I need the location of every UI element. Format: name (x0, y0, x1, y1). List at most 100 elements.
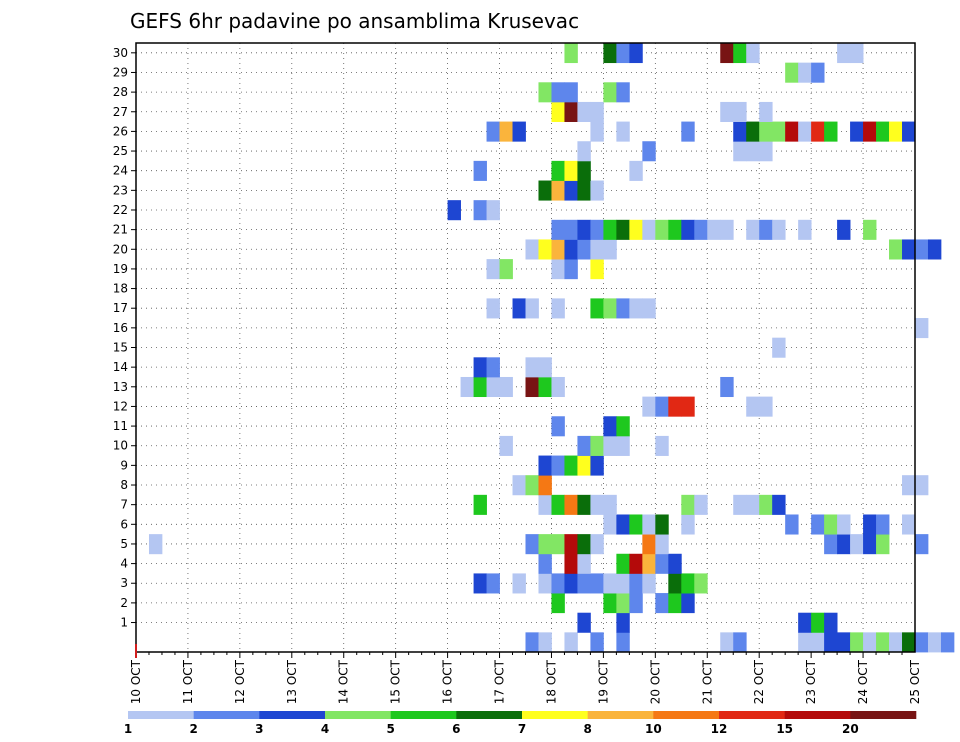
legend-swatch (850, 711, 917, 719)
x-tick-label: 16 OCT (441, 659, 455, 704)
heatmap-cell (811, 121, 825, 142)
heatmap-cell (824, 534, 838, 555)
heatmap-cell (603, 298, 617, 319)
heatmap-cell (798, 612, 812, 633)
heatmap-cell (603, 494, 617, 515)
heatmap-cell (577, 455, 591, 476)
heatmap-cell (577, 141, 591, 162)
heatmap-cell (837, 514, 851, 535)
heatmap-cell (629, 553, 643, 574)
heatmap-cell (629, 160, 643, 181)
heatmap-cell (681, 573, 695, 594)
heatmap-cell (772, 337, 786, 358)
x-tick-label: 24 OCT (856, 659, 870, 704)
heatmap-cell (915, 632, 929, 653)
heatmap-cell (655, 534, 669, 555)
heatmap-cell (681, 396, 695, 417)
heatmap-cell (655, 514, 669, 535)
heatmap-cell (629, 573, 643, 594)
heatmap-cell (486, 357, 500, 378)
y-tick-label: 27 (113, 105, 128, 119)
x-tick-label: 17 OCT (493, 659, 507, 704)
x-tick-label: 23 OCT (804, 659, 818, 704)
heatmap-cell (733, 632, 747, 653)
heatmap-cell (811, 612, 825, 633)
heatmap-cell (564, 494, 578, 515)
heatmap-cell (863, 514, 877, 535)
heatmap-cell (629, 514, 643, 535)
heatmap-cell (876, 121, 890, 142)
heatmap-cell (655, 396, 669, 417)
heatmap-cell (720, 632, 734, 653)
heatmap-cell (655, 435, 669, 456)
legend-label: 1 (124, 722, 132, 736)
heatmap-cell (603, 435, 617, 456)
heatmap-cell (746, 396, 760, 417)
legend-label: 15 (776, 722, 793, 736)
x-tick-label: 12 OCT (233, 659, 247, 704)
heatmap-cell (538, 475, 552, 496)
heatmap-cell (564, 160, 578, 181)
y-tick-label: 4 (120, 557, 128, 571)
heatmap-cell (460, 376, 474, 398)
heatmap-cell (551, 160, 565, 181)
heatmap-cell (590, 121, 604, 142)
heatmap-cell (915, 318, 929, 339)
x-tick-label: 19 OCT (596, 659, 610, 704)
heatmap-cell (850, 534, 864, 555)
heatmap-cell (772, 121, 786, 142)
heatmap-cell (642, 553, 656, 574)
heatmap-cell (499, 121, 513, 142)
heatmap-cell (551, 534, 565, 555)
heatmap-cell (616, 416, 630, 437)
legend-label: 20 (842, 722, 859, 736)
heatmap-cell (642, 298, 656, 319)
heatmap-cell (759, 494, 773, 515)
heatmap-cell (590, 239, 604, 260)
heatmap-cell (551, 455, 565, 476)
heatmap-cell (577, 101, 591, 122)
heatmap-cell (863, 219, 877, 240)
heatmap-cell (499, 376, 513, 398)
heatmap-cell (564, 553, 578, 574)
y-tick-label: 9 (120, 458, 128, 472)
heatmap-cell (551, 494, 565, 515)
heatmap-cell (915, 534, 929, 555)
heatmap-cell (577, 612, 591, 633)
heatmap-cell (850, 121, 864, 142)
heatmap-cell (551, 101, 565, 122)
legend-label: 6 (452, 722, 460, 736)
heatmap-cell (148, 534, 163, 555)
heatmap-cell (616, 82, 630, 103)
y-tick-label: 28 (113, 85, 128, 99)
heatmap-cell (616, 121, 630, 142)
legend-swatch (653, 711, 720, 719)
heatmap-cell (837, 219, 851, 240)
heatmap-cell (590, 455, 604, 476)
heatmap-cell (473, 573, 487, 594)
y-tick-label: 18 (113, 282, 128, 296)
heatmap-cell (486, 376, 500, 398)
heatmap-cell (759, 121, 773, 142)
heatmap-cell (798, 632, 812, 653)
heatmap-cell (681, 121, 695, 142)
heatmap-cell (720, 376, 734, 398)
heatmap-cell (824, 514, 838, 535)
heatmap-cell (707, 219, 721, 240)
heatmap-cell (889, 239, 903, 260)
heatmap-cell (538, 239, 552, 260)
heatmap-cell (681, 514, 695, 535)
heatmap-cell (551, 573, 565, 594)
heatmap-cell (590, 534, 604, 555)
heatmap-cell (538, 82, 552, 103)
heatmap-cell (577, 180, 591, 201)
x-axis-ticks: 10 OCT 11 OCT 12 OCT 13 OCT 14 OCT 15 OCT 16 O… (129, 644, 922, 704)
heatmap-cell (551, 298, 565, 319)
legend-swatch (587, 711, 654, 719)
heatmap-cell (551, 219, 565, 240)
heatmap-cell (759, 219, 773, 240)
heatmap-cell (564, 219, 578, 240)
heatmap-cell (564, 101, 578, 122)
heatmap-cell (694, 573, 708, 594)
legend-label: 10 (645, 722, 662, 736)
